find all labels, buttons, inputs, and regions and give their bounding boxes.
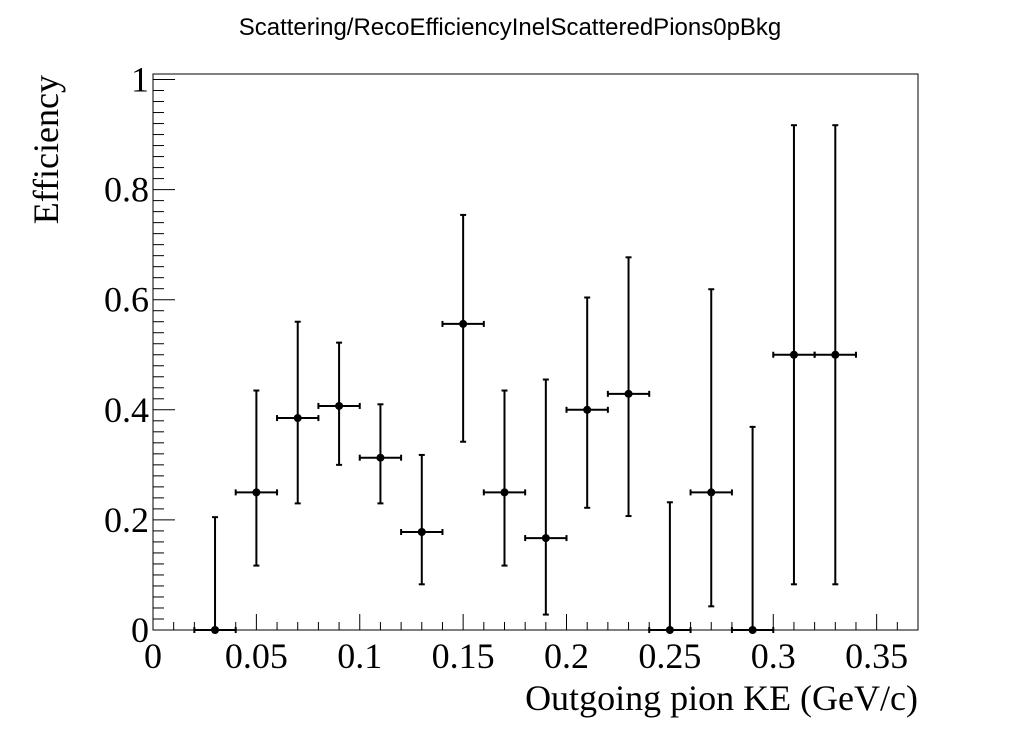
x-tick-label: 0.25 <box>638 636 701 676</box>
y-tick-label: 0 <box>131 610 149 650</box>
data-marker <box>831 350 840 359</box>
y-tick-label: 0.4 <box>104 390 149 430</box>
data-point <box>317 341 361 466</box>
data-point <box>524 378 568 616</box>
data-marker <box>707 488 716 497</box>
data-point <box>358 403 403 505</box>
x-tick-label: 0.05 <box>225 636 288 676</box>
data-point <box>730 425 775 634</box>
y-axis: 0 0.2 0.4 0.6 0.8 1 <box>104 60 175 650</box>
x-tick-label: 0 <box>144 636 162 676</box>
data-marker <box>211 626 220 634</box>
y-tick-label: 0.6 <box>104 280 149 320</box>
x-tick-label: 0.3 <box>751 636 796 676</box>
x-axis: 0 0.05 0.1 0.15 0.2 0.25 0.3 0.35 <box>144 614 919 676</box>
chart-title: Scattering/RecoEfficiencyInelScatteredPi… <box>239 14 782 41</box>
x-axis-label: Outgoing pion KE (GeV/c) <box>525 678 918 718</box>
data-marker <box>665 626 674 634</box>
data-marker <box>500 488 509 497</box>
data-point <box>441 213 485 443</box>
data-point <box>482 389 527 567</box>
data-point <box>234 389 279 567</box>
x-tick-label: 0.15 <box>432 636 495 676</box>
data-point <box>193 516 237 634</box>
plot-frame <box>152 73 919 631</box>
data-marker <box>417 528 426 537</box>
data-marker <box>624 389 633 398</box>
data-marker <box>789 350 798 359</box>
data-point <box>565 296 609 509</box>
x-tick-label: 0.2 <box>544 636 589 676</box>
data-point <box>606 256 651 518</box>
y-tick-label: 0.8 <box>104 170 149 210</box>
data-point <box>772 124 816 586</box>
data-marker <box>748 626 757 634</box>
x-tick-label: 0.35 <box>845 636 908 676</box>
data-points <box>193 124 857 634</box>
data-point <box>689 288 733 608</box>
data-point <box>276 320 320 505</box>
data-marker <box>541 534 550 543</box>
data-marker <box>293 414 302 423</box>
y-axis-label: Efficiency <box>26 75 66 224</box>
data-marker <box>376 453 385 462</box>
data-marker <box>252 488 261 497</box>
y-tick-label: 1 <box>131 60 149 100</box>
x-tick-label: 0.1 <box>337 636 382 676</box>
data-marker <box>459 319 468 328</box>
data-point <box>813 124 857 586</box>
data-point <box>400 453 444 586</box>
data-marker <box>335 401 344 410</box>
y-tick-label: 0.2 <box>104 500 149 540</box>
data-marker <box>583 405 592 414</box>
data-point <box>648 501 692 634</box>
